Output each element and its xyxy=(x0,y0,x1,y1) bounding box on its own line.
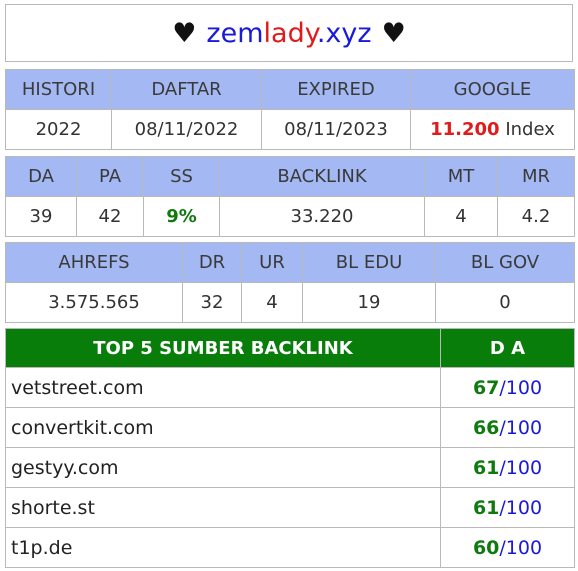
backlink-da: 60/100 xyxy=(440,527,575,568)
heart-icon: ♥ xyxy=(381,17,406,49)
backlink-da: 66/100 xyxy=(440,407,575,448)
da-value: 66 xyxy=(472,416,500,439)
header-bl-edu: BL EDU xyxy=(302,242,436,283)
header-top5-da: D A xyxy=(440,328,575,368)
top-backlink-table: TOP 5 SUMBER BACKLINK D A vetstreet.com … xyxy=(5,328,575,568)
value-expired: 08/11/2023 xyxy=(261,109,411,150)
table-row: vetstreet.com 67/100 xyxy=(5,367,575,408)
value-histori: 2022 xyxy=(5,109,112,150)
value-backlink: 33.220 xyxy=(219,196,425,237)
table-row: shorte.st 61/100 xyxy=(5,487,575,528)
title-part-3: .xyz xyxy=(316,17,372,49)
value-google: 11.200 Index xyxy=(410,109,575,150)
value-bl-gov: 0 xyxy=(435,282,575,323)
value-pa: 42 xyxy=(76,196,144,237)
header-ss: SS xyxy=(143,156,220,197)
table-row: convertkit.com 66/100 xyxy=(5,407,575,448)
value-da: 39 xyxy=(5,196,77,237)
metrics-table: DA PA SS BACKLINK MT MR 39 42 9% 33.220 … xyxy=(5,156,575,237)
header-da: DA xyxy=(5,156,77,197)
backlink-site: convertkit.com xyxy=(5,407,441,448)
ahrefs-table: AHREFS DR UR BL EDU BL GOV 3.575.565 32 … xyxy=(5,242,575,323)
title-part-2: lady xyxy=(263,17,317,49)
da-max: /100 xyxy=(499,496,543,519)
value-mt: 4 xyxy=(424,196,498,237)
table-row: gestyy.com 61/100 xyxy=(5,447,575,488)
da-value: 60 xyxy=(472,536,500,559)
value-ss: 9% xyxy=(143,196,220,237)
header-ahrefs: AHREFS xyxy=(5,242,183,283)
value-daftar: 08/11/2022 xyxy=(111,109,262,150)
value-ur: 4 xyxy=(241,282,303,323)
info-table: HISTORI DAFTAR EXPIRED GOOGLE 2022 08/11… xyxy=(5,69,575,150)
header-bl-gov: BL GOV xyxy=(435,242,575,283)
header-dr: DR xyxy=(182,242,242,283)
backlink-da: 61/100 xyxy=(440,447,575,488)
google-index-count: 11.200 xyxy=(430,119,500,140)
header-daftar: DAFTAR xyxy=(111,69,262,110)
header-expired: EXPIRED xyxy=(261,69,411,110)
header-histori: HISTORI xyxy=(5,69,112,110)
da-value: 61 xyxy=(472,496,500,519)
value-ahrefs: 3.575.565 xyxy=(5,282,183,323)
backlink-site: vetstreet.com xyxy=(5,367,441,408)
backlink-site: shorte.st xyxy=(5,487,441,528)
header-mt: MT xyxy=(424,156,498,197)
backlink-da: 67/100 xyxy=(440,367,575,408)
da-value: 61 xyxy=(472,456,500,479)
header-mr: MR xyxy=(497,156,575,197)
header-ur: UR xyxy=(241,242,303,283)
backlink-da: 61/100 xyxy=(440,487,575,528)
da-max: /100 xyxy=(499,376,543,399)
backlink-site: gestyy.com xyxy=(5,447,441,488)
header-pa: PA xyxy=(76,156,144,197)
heart-icon: ♥ xyxy=(172,17,197,49)
header-backlink: BACKLINK xyxy=(219,156,425,197)
value-bl-edu: 19 xyxy=(302,282,436,323)
value-dr: 32 xyxy=(182,282,242,323)
da-value: 67 xyxy=(472,376,500,399)
value-mr: 4.2 xyxy=(497,196,575,237)
da-max: /100 xyxy=(499,536,543,559)
title-part-1: zem xyxy=(206,17,264,49)
header-google: GOOGLE xyxy=(410,69,575,110)
da-max: /100 xyxy=(499,456,543,479)
da-max: /100 xyxy=(499,416,543,439)
table-row: t1p.de 60/100 xyxy=(5,527,575,568)
google-index-label: Index xyxy=(499,119,555,140)
backlink-site: t1p.de xyxy=(5,527,441,568)
header-top5-sources: TOP 5 SUMBER BACKLINK xyxy=(5,328,441,368)
domain-title: ♥ zemlady.xyz ♥ xyxy=(5,4,573,62)
